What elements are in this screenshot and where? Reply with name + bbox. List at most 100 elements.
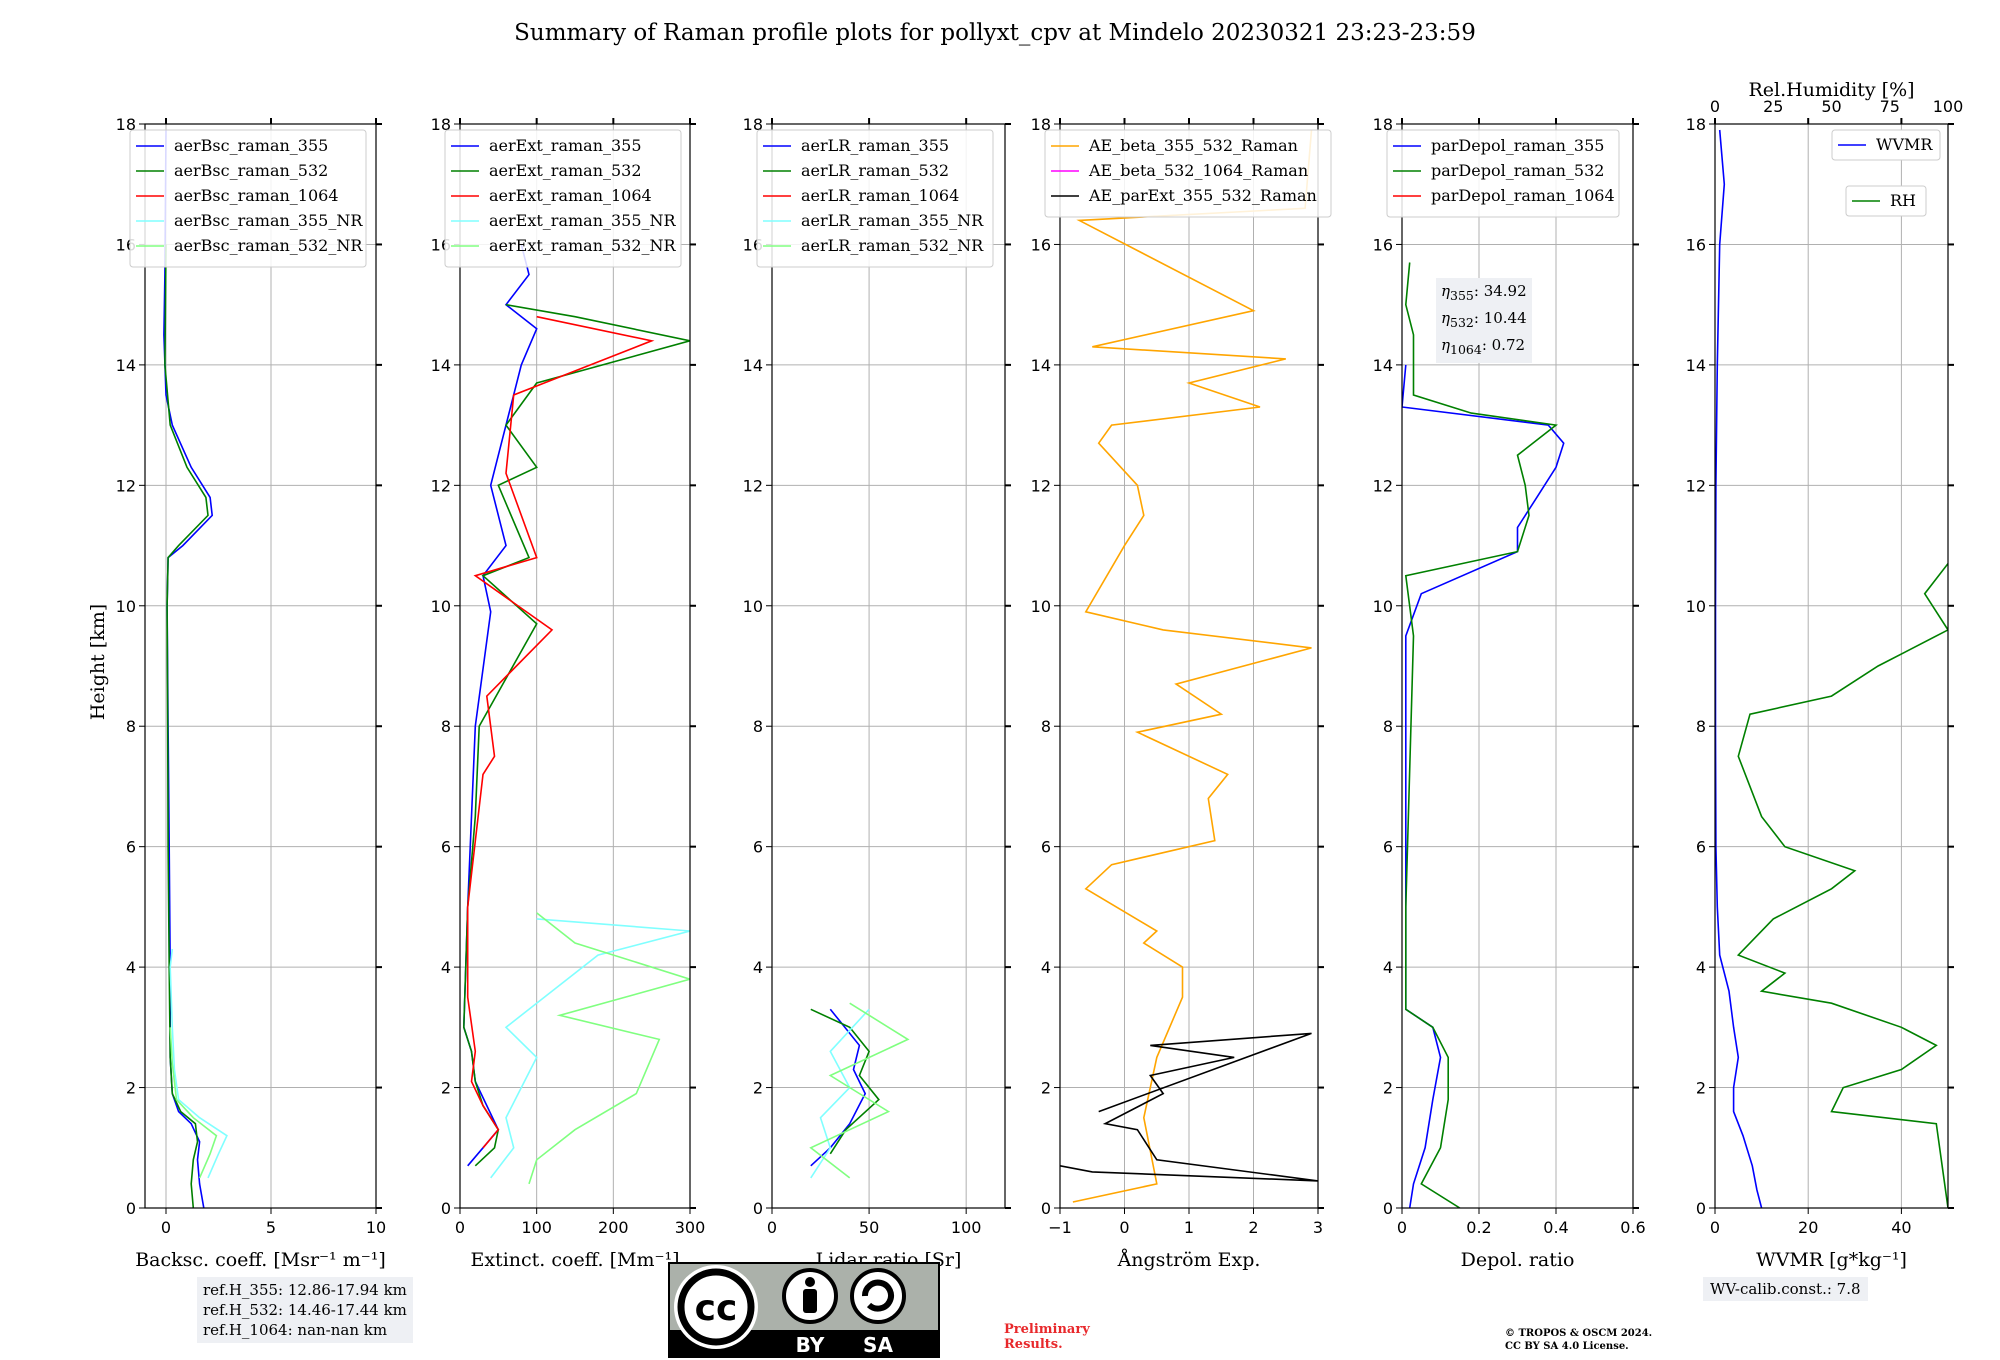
- series-aerLR_raman_532_NR: [809, 1002, 910, 1179]
- x-tick-label: 20: [1798, 1218, 1818, 1237]
- y-tick-label: 12: [743, 476, 763, 495]
- y-tick-label: 2: [1383, 1079, 1393, 1098]
- top-x-tick-label: 0: [1710, 97, 1720, 116]
- y-tick-label: 10: [116, 597, 136, 616]
- x-tick-label: 0: [1119, 1218, 1129, 1237]
- legend-label: aerExt_raman_355: [489, 136, 642, 155]
- series-aerExt_raman_532_NR: [528, 912, 690, 1185]
- legend-label: AE_beta_355_532_Raman: [1088, 136, 1298, 155]
- series-parDepol_raman_355: [1402, 364, 1565, 1208]
- x-tick-label: 3: [1313, 1218, 1323, 1237]
- y-tick-label: 12: [1373, 476, 1393, 495]
- top-x-axis-label: Rel.Humidity [%]: [1748, 79, 1914, 101]
- y-tick-label: 6: [753, 838, 763, 857]
- ref-height-355: ref.H_355: 12.86-17.94 km: [203, 1281, 407, 1299]
- y-tick-label: 2: [753, 1079, 763, 1098]
- cc-by-text: BY: [796, 1333, 825, 1357]
- x-axis-label: WVMR [g*kg⁻¹]: [1756, 1249, 1907, 1271]
- y-tick-label: 10: [1373, 597, 1393, 616]
- y-tick-label: 18: [1373, 115, 1393, 134]
- person-icon: [803, 1289, 817, 1313]
- y-tick-label: 10: [743, 597, 763, 616]
- legend-label: RH: [1890, 191, 1916, 210]
- y-tick-label: 0: [1696, 1199, 1706, 1218]
- legend-box: [1831, 129, 1941, 161]
- copyright-notice: © TROPOS & OSCM 2024. CC BY SA 4.0 Licen…: [1505, 1328, 1653, 1352]
- legend-label: parDepol_raman_1064: [1431, 186, 1615, 205]
- x-tick-label: 100: [951, 1218, 982, 1237]
- x-tick-label: 200: [598, 1218, 629, 1237]
- x-tick-label: 0: [1397, 1218, 1407, 1237]
- y-tick-label: 6: [441, 838, 451, 857]
- legend-label: aerLR_raman_532_NR: [801, 236, 984, 255]
- y-tick-label: 12: [1031, 476, 1051, 495]
- top-x-tick-label: 100: [1933, 97, 1964, 116]
- x-axis-label: Depol. ratio: [1461, 1249, 1575, 1271]
- legend-box: [129, 129, 367, 268]
- axes-frame: [1401, 123, 1634, 1209]
- y-tick-label: 18: [743, 115, 763, 134]
- x-tick-label: 0: [161, 1218, 171, 1237]
- series-aerExt_raman_1064: [466, 315, 655, 1149]
- x-axis-label: Ångström Exp.: [1117, 1249, 1261, 1271]
- y-tick-label: 14: [1373, 356, 1393, 375]
- x-tick-label: 50: [859, 1218, 879, 1237]
- legend-label: aerBsc_raman_532: [174, 161, 328, 180]
- wv-calibration-constant: WV-calib.const.: 7.8: [1703, 1277, 1868, 1301]
- y-tick-label: 10: [1031, 597, 1051, 616]
- ref-height-1064: ref.H_1064: nan-nan km: [203, 1321, 388, 1339]
- lidar-ratio-annotation-box: η355: 34.92 η532: 10.44 η1064: 0.72: [1436, 278, 1532, 363]
- x-tick-label: 0: [1710, 1218, 1720, 1237]
- y-tick-label: 14: [1686, 356, 1706, 375]
- y-tick-label: 14: [1031, 356, 1051, 375]
- series-parDepol_raman_532: [1404, 262, 1558, 1208]
- y-tick-label: 8: [753, 717, 763, 736]
- y-tick-label: 8: [441, 717, 451, 736]
- legend-label: aerLR_raman_355: [801, 136, 949, 155]
- legend-label: AE_beta_532_1064_Raman: [1088, 161, 1308, 180]
- y-tick-label: 8: [1696, 717, 1706, 736]
- x-tick-label: 0.4: [1543, 1218, 1568, 1237]
- legend-box: [1386, 129, 1620, 218]
- y-tick-label: 0: [1041, 1199, 1051, 1218]
- share-alike-icon: [861, 1279, 894, 1312]
- cc-sa-text: SA: [863, 1333, 893, 1357]
- series-AE_beta_355_532_Raman: [1072, 129, 1313, 1203]
- cc-by-sa-logo: cc BY SA: [668, 1262, 940, 1358]
- x-tick-label: 0.2: [1466, 1218, 1491, 1237]
- legend-label: aerExt_raman_355_NR: [489, 211, 677, 230]
- eta-1064: η1064: 0.72: [1441, 336, 1526, 357]
- figure-title: Summary of Raman profile plots for polly…: [514, 20, 1476, 46]
- top-x-tick-label: 25: [1763, 97, 1783, 116]
- legend-label: WVMR: [1876, 135, 1933, 154]
- y-tick-label: 14: [431, 356, 451, 375]
- series-aerLR_raman_532: [810, 1008, 880, 1155]
- legend-label: parDepol_raman_532: [1431, 161, 1604, 180]
- legend-box: [1044, 129, 1332, 218]
- series-aerExt_raman_532: [462, 303, 690, 1167]
- y-tick-label: 2: [1041, 1079, 1051, 1098]
- axes-frame: [459, 123, 691, 1209]
- axes-frame: [1714, 123, 1949, 1209]
- y-tick-label: 12: [116, 476, 136, 495]
- legend-label: aerBsc_raman_1064: [174, 186, 339, 205]
- y-tick-label: 8: [126, 717, 136, 736]
- y-tick-label: 6: [1041, 838, 1051, 857]
- y-tick-label: 0: [126, 1199, 136, 1218]
- x-tick-label: 0: [767, 1218, 777, 1237]
- series-aerExt_raman_355: [462, 244, 538, 1167]
- eta-355: η355: 34.92: [1441, 282, 1527, 303]
- axes-frame: [771, 123, 1006, 1209]
- x-tick-label: 100: [521, 1218, 552, 1237]
- y-tick-label: 18: [1031, 115, 1051, 134]
- y-tick-label: 16: [1031, 235, 1051, 254]
- series-aerBsc_raman_355_NR: [169, 948, 228, 1179]
- x-tick-label: −1: [1048, 1218, 1072, 1237]
- legend-label: parDepol_raman_355: [1431, 136, 1604, 155]
- y-tick-label: 6: [1696, 838, 1706, 857]
- x-axis-label: Backsc. coeff. [Msr⁻¹ m⁻¹]: [135, 1249, 386, 1271]
